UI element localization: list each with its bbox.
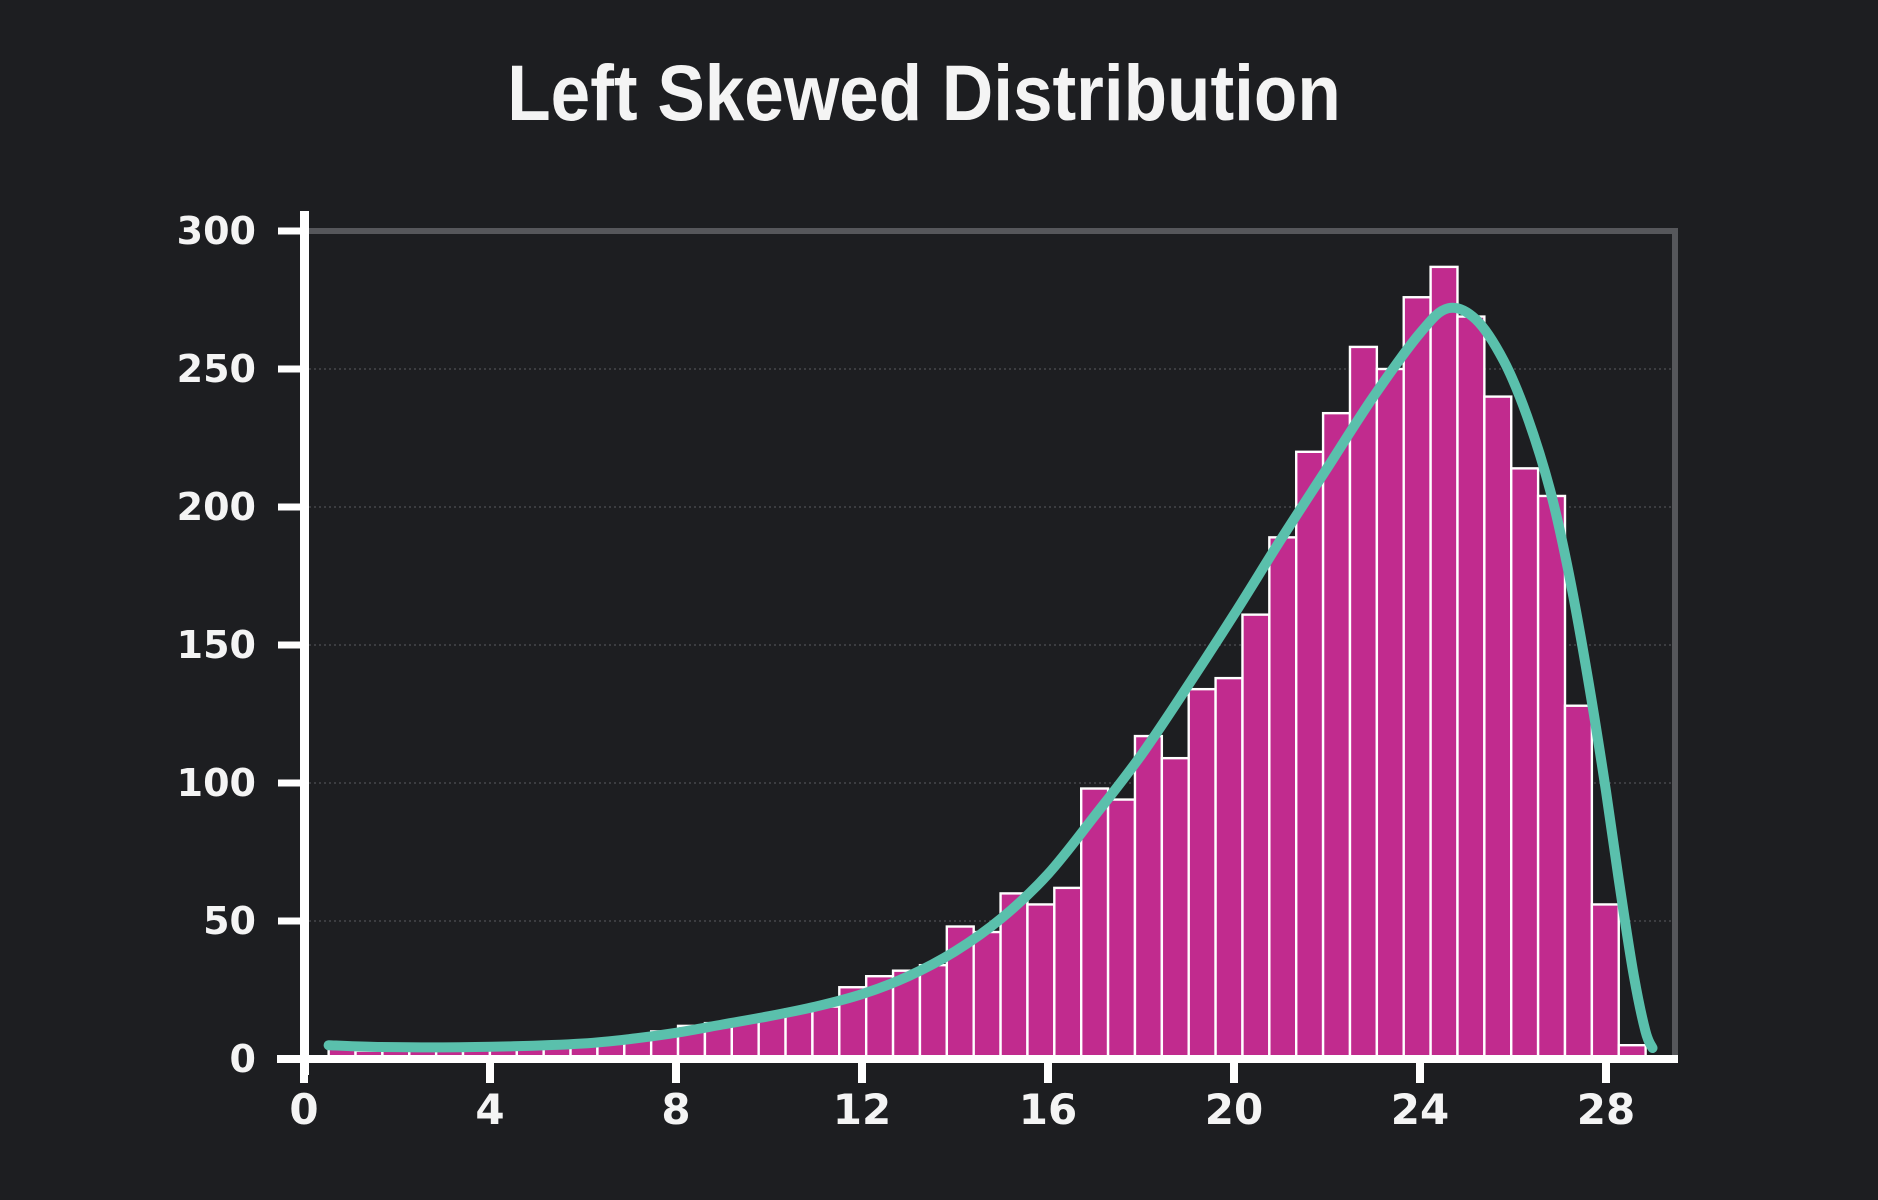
kde-curve xyxy=(323,302,1658,1053)
histogram-bar xyxy=(1456,315,1486,1063)
histogram-bar xyxy=(1187,687,1217,1063)
x-tick-label: 4 xyxy=(475,1085,504,1134)
x-tick-label: 0 xyxy=(289,1085,318,1134)
x-tick-mark xyxy=(1416,1059,1424,1083)
x-tick-mark xyxy=(300,1059,308,1083)
histogram-bar xyxy=(1348,345,1379,1063)
y-tick-mark xyxy=(278,641,305,649)
histogram-bar xyxy=(1321,411,1352,1063)
histogram-bar xyxy=(1402,296,1432,1063)
histogram-bar xyxy=(1160,756,1190,1063)
x-tick-mark xyxy=(1602,1059,1610,1083)
histogram-bar xyxy=(1429,265,1459,1063)
right-spine xyxy=(1672,228,1678,1059)
histogram-bar xyxy=(1133,734,1164,1063)
x-tick-label: 20 xyxy=(1205,1085,1263,1134)
y-tick-label: 150 xyxy=(177,623,256,667)
y-tick-label: 0 xyxy=(230,1037,256,1081)
x-tick-mark xyxy=(858,1059,866,1083)
y-tick-mark xyxy=(278,503,305,511)
y-tick-mark xyxy=(278,365,305,373)
x-tick-label: 8 xyxy=(661,1085,690,1134)
histogram-bar xyxy=(1483,395,1513,1063)
x-axis-spine xyxy=(277,1055,1678,1063)
top-spine xyxy=(304,228,1678,234)
histogram-bar xyxy=(1106,798,1137,1063)
histogram-bar xyxy=(1214,676,1244,1063)
x-tick-label: 12 xyxy=(833,1085,891,1134)
y-tick-label: 250 xyxy=(177,347,256,391)
chart-title: Left Skewed Distribution xyxy=(507,48,1341,137)
x-tick-mark xyxy=(486,1059,494,1083)
histogram-bar xyxy=(1295,450,1325,1063)
histogram-bar xyxy=(1563,704,1594,1063)
x-tick-label: 16 xyxy=(1019,1085,1077,1134)
y-tick-label: 100 xyxy=(177,761,256,805)
histogram-bar xyxy=(1375,367,1405,1063)
y-tick-mark xyxy=(278,1055,305,1063)
x-tick-mark xyxy=(1044,1059,1052,1083)
y-tick-mark xyxy=(278,917,305,925)
histogram-bar xyxy=(1053,886,1083,1063)
histogram-bar xyxy=(1241,613,1271,1063)
histogram-bar xyxy=(1510,467,1540,1063)
x-tick-mark xyxy=(672,1059,680,1083)
x-tick-label: 24 xyxy=(1391,1085,1449,1134)
histogram-bar xyxy=(1026,903,1056,1063)
histogram-bar xyxy=(1590,903,1620,1063)
x-tick-mark xyxy=(1230,1059,1238,1083)
histogram-bar xyxy=(1268,536,1298,1063)
histogram-bar xyxy=(811,1005,841,1063)
y-tick-label: 200 xyxy=(177,485,256,529)
histogram-bar xyxy=(918,963,949,1063)
histogram-bar xyxy=(972,930,1002,1063)
histogram-bar xyxy=(1536,494,1567,1063)
y-tick-mark xyxy=(278,227,305,235)
y-tick-label: 50 xyxy=(203,899,256,943)
y-tick-mark xyxy=(278,779,305,787)
y-tick-label: 300 xyxy=(177,209,256,253)
x-tick-label: 28 xyxy=(1577,1085,1635,1134)
